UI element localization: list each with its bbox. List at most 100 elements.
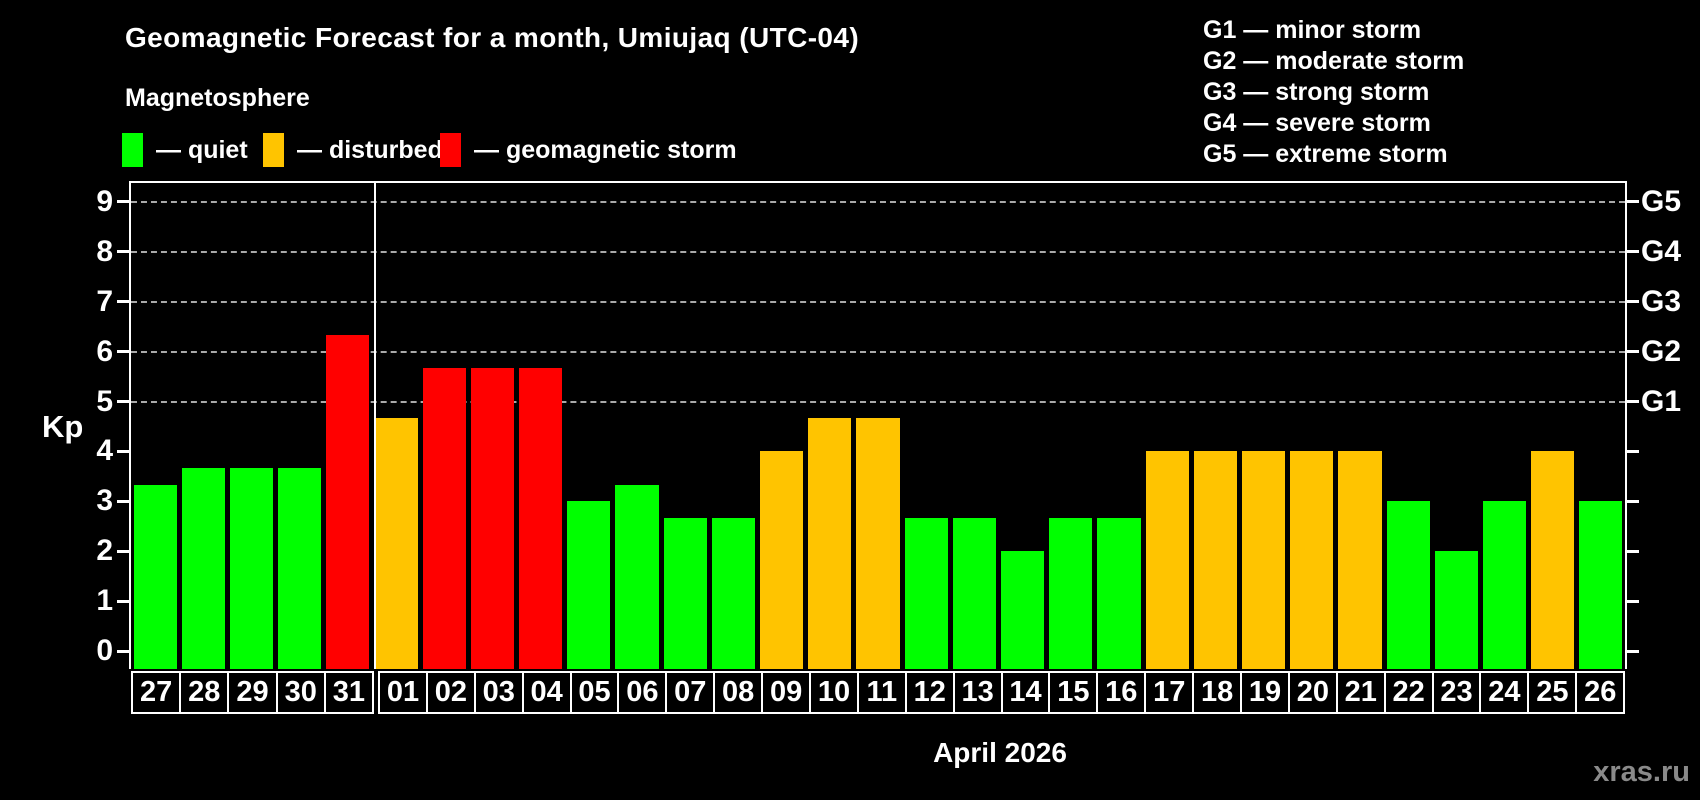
storm-color-swatch — [440, 133, 461, 167]
right-axis-tick-9 — [1627, 200, 1639, 204]
kp-bar-day-05 — [567, 501, 611, 669]
day-cell-15: 15 — [1048, 671, 1099, 714]
right-axis-tick-7 — [1627, 300, 1639, 304]
y-axis-tick-3 — [117, 499, 129, 503]
day-cell-25: 25 — [1527, 671, 1578, 714]
gscale-legend-g3: G3 — strong storm — [1203, 78, 1430, 106]
y-axis-tick-2 — [117, 549, 129, 553]
day-cell-11: 11 — [856, 671, 907, 714]
kp-bar-day-03 — [470, 368, 515, 669]
g-axis-label-g1: G1 — [1641, 384, 1682, 418]
y-axis-tick-7 — [117, 300, 129, 304]
y-axis-tick-4 — [117, 449, 129, 453]
kp-bar-day-11 — [856, 417, 900, 669]
gscale-legend-g5: G5 — extreme storm — [1203, 140, 1448, 168]
month-divider-line — [373, 183, 376, 669]
right-axis-tick-8 — [1627, 250, 1639, 254]
disturbed-color-swatch — [263, 133, 284, 167]
kp-bar-day-18 — [1193, 451, 1237, 669]
x-axis-title: April 2026 — [933, 737, 1067, 768]
day-cell-30: 30 — [275, 671, 326, 714]
day-cell-18: 18 — [1192, 671, 1243, 714]
kp-bar-day-20 — [1290, 451, 1334, 669]
day-cell-07: 07 — [665, 671, 716, 714]
gridline-kp6 — [131, 350, 1625, 353]
right-axis-tick-6 — [1627, 350, 1639, 354]
day-cell-09: 09 — [761, 671, 812, 714]
day-cell-12: 12 — [904, 671, 955, 714]
chart-title: Geomagnetic Forecast for a month, Umiuja… — [125, 22, 860, 53]
kp-bar-day-28 — [181, 467, 225, 669]
y-axis-label-0: 0 — [96, 634, 113, 667]
day-cell-06: 06 — [617, 671, 668, 714]
y-axis-label-6: 6 — [96, 334, 113, 368]
right-axis-tick-4 — [1627, 449, 1639, 453]
gscale-legend-g2: G2 — moderate storm — [1203, 47, 1465, 75]
kp-bar-day-25 — [1531, 451, 1575, 669]
legend-label-storm: — geomagnetic storm — [474, 135, 737, 164]
kp-bar-day-10 — [808, 417, 852, 669]
y-axis-label-4: 4 — [96, 434, 113, 468]
day-cell-19: 19 — [1240, 671, 1290, 714]
y-axis-label-8: 8 — [96, 234, 113, 268]
right-axis-tick-1 — [1627, 599, 1639, 603]
right-axis-tick-5 — [1627, 400, 1639, 403]
kp-bar-day-04 — [519, 368, 563, 669]
y-axis-tick-0 — [117, 649, 129, 653]
legend-label-quiet: — quiet — [156, 135, 248, 164]
g-axis-label-g2: G2 — [1641, 334, 1682, 368]
y-axis-label-9: 9 — [96, 184, 113, 218]
legend-item-storm: — geomagnetic storm — [440, 131, 737, 169]
kp-bar-day-07 — [663, 517, 707, 669]
y-axis-tick-8 — [117, 250, 129, 254]
gridline-kp8 — [131, 250, 1625, 253]
y-axis-label-3: 3 — [96, 484, 113, 518]
kp-bar-day-12 — [904, 517, 948, 669]
g-axis-label-g3: G3 — [1641, 284, 1682, 318]
plot-top-border — [129, 181, 1627, 183]
right-axis-tick-3 — [1627, 499, 1639, 503]
chart-subtitle: Magnetosphere — [125, 84, 310, 112]
right-axis-tick-0 — [1627, 649, 1639, 653]
gridline-kp5 — [131, 400, 1625, 403]
kp-bar-day-29 — [229, 467, 274, 669]
legend-item-disturbed: — disturbed — [263, 131, 443, 169]
day-cell-01: 01 — [378, 671, 428, 714]
y-axis-line — [129, 181, 131, 669]
y-axis-tick-5 — [117, 400, 129, 403]
legend-item-quiet: — quiet — [122, 131, 248, 169]
day-label-row-april: 01 02 03 04 05 06 07 08 09 10 11 12 13 14 15 16 17 18 19 20… — [378, 671, 1626, 714]
g-axis-label-g4: G4 — [1641, 234, 1682, 268]
kp-bar-day-24 — [1482, 501, 1527, 669]
day-cell-23: 23 — [1431, 671, 1482, 714]
y-axis-tick-1 — [117, 599, 129, 603]
kp-bar-day-23 — [1434, 551, 1478, 669]
quiet-color-swatch — [122, 133, 143, 167]
day-cell-20: 20 — [1287, 671, 1338, 714]
y-axis-title: Kp — [42, 409, 84, 444]
gscale-legend-g1: G1 — minor storm — [1203, 16, 1422, 44]
legend-label-disturbed: — disturbed — [297, 135, 443, 164]
y-axis-tick-9 — [117, 200, 129, 204]
watermark: xras.ru — [1593, 756, 1690, 788]
kp-bar-day-22 — [1386, 501, 1430, 669]
kp-bar-day-02 — [422, 368, 466, 669]
day-cell-29: 29 — [227, 671, 278, 714]
day-cell-13: 13 — [952, 671, 1003, 714]
kp-bar-day-21 — [1338, 451, 1382, 669]
right-axis-tick-2 — [1627, 549, 1639, 553]
kp-bar-day-09 — [760, 451, 804, 669]
kp-bar-day-15 — [1049, 517, 1093, 669]
day-cell-16: 16 — [1096, 671, 1147, 714]
kp-bar-day-26 — [1579, 501, 1623, 669]
day-cell-24: 24 — [1479, 671, 1530, 714]
day-cell-17: 17 — [1144, 671, 1195, 714]
g-axis-label-g5: G5 — [1641, 184, 1682, 218]
day-cell-26: 26 — [1575, 671, 1626, 714]
day-cell-14: 14 — [1000, 671, 1051, 714]
gscale-legend-g4: G4 — severe storm — [1203, 109, 1431, 137]
kp-bar-day-27 — [133, 484, 177, 669]
day-label-row-march: 27 28 29 30 31 — [131, 671, 375, 714]
kp-bar-day-01 — [374, 417, 418, 669]
